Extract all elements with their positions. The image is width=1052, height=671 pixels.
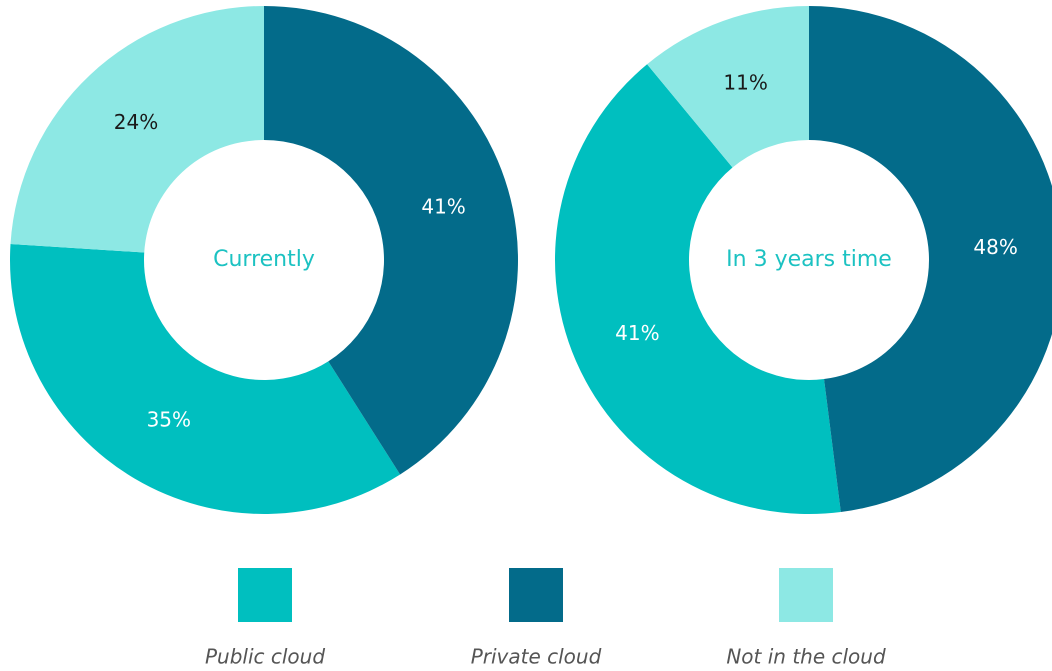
data-label: 48% — [973, 235, 1017, 259]
data-label: 24% — [114, 110, 158, 134]
data-label: 41% — [615, 321, 659, 345]
data-label: 35% — [147, 407, 191, 431]
donut-slice — [647, 6, 809, 168]
legend-label: Private cloud — [471, 645, 602, 669]
data-label: 41% — [421, 194, 465, 218]
legend-swatch — [779, 568, 833, 622]
legend-swatch — [509, 568, 563, 622]
donut-slice — [264, 6, 518, 475]
donut-slice — [10, 6, 265, 253]
legend-swatch — [238, 568, 292, 622]
donut-slice — [554, 64, 841, 515]
legend-label: Not in the cloud — [726, 645, 886, 669]
donut-center-label: Currently — [213, 247, 315, 272]
donut-slice — [809, 6, 1052, 512]
donut-slice — [10, 244, 401, 515]
donut-center-label: In 3 years time — [726, 247, 892, 272]
legend-label: Public cloud — [205, 645, 325, 669]
data-label: 11% — [723, 71, 767, 95]
